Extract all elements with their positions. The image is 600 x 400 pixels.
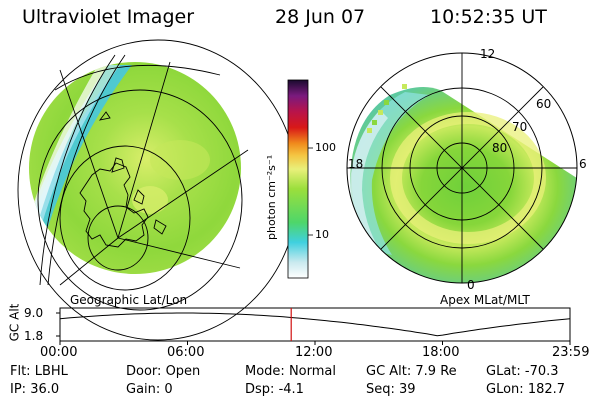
instrument-title: Ultraviolet Imager: [22, 6, 195, 28]
colorbar-unit: photon cm⁻²s⁻¹: [265, 155, 278, 240]
mlat-70-label: 70: [512, 120, 528, 134]
status-gc-alt: GC Alt: 7.9 Re: [366, 364, 457, 379]
status-glat: GLat: -70.3: [486, 364, 559, 379]
mlt-18-label: 18: [348, 157, 364, 171]
status-mode: Mode: Normal: [245, 364, 336, 379]
status-ip: IP: 36.0: [10, 382, 60, 397]
timeline-ytick-max: 9.0: [24, 306, 44, 320]
coastline: [79, 111, 167, 248]
mlat-60-label: 60: [536, 97, 552, 111]
mlt-6-label: 6: [579, 157, 587, 171]
time-label: 10:52:35 UT: [430, 6, 547, 28]
colorbar-tick-10: 10: [315, 228, 329, 241]
timeline-xtick-2: 12:00: [295, 345, 333, 360]
status-dsp: Dsp: -4.1: [245, 382, 304, 397]
mlt-0-label: 0: [467, 278, 475, 292]
altitude-curve: [59, 312, 571, 337]
apex-label: Apex MLat/MLT: [440, 293, 530, 307]
status-door: Door: Open: [126, 364, 201, 379]
timeline-xtick-4: 23:59: [552, 345, 590, 360]
status-gain: Gain: 0: [126, 382, 173, 397]
status-seq: Seq: 39: [366, 382, 416, 397]
polar-image: [346, 52, 578, 284]
timeline-ylabel: GC Alt: [7, 303, 22, 342]
status-glon: GLon: 182.7: [486, 382, 566, 397]
polar-grid: [347, 53, 577, 283]
geographic-image: [17, 39, 299, 341]
geographic-label: Geographic Lat/Lon: [70, 293, 188, 307]
timeline-ytick-min: 1.8: [24, 329, 44, 343]
mlat-80-label: 80: [492, 141, 508, 155]
timeline-xtick-0: 00:00: [40, 345, 78, 360]
colorbar-tick-100: 100: [315, 141, 336, 154]
colorbar: photon cm⁻²s⁻¹: [265, 79, 313, 279]
date-label: 28 Jun 07: [275, 6, 366, 28]
timeline-xtick-3: 18:00: [422, 345, 460, 360]
status-flt: Flt: LBHL: [10, 364, 68, 379]
timeline-plot: [56, 307, 571, 345]
timeline-xtick-1: 06:00: [167, 345, 205, 360]
mlt-12-label: 12: [480, 47, 496, 61]
